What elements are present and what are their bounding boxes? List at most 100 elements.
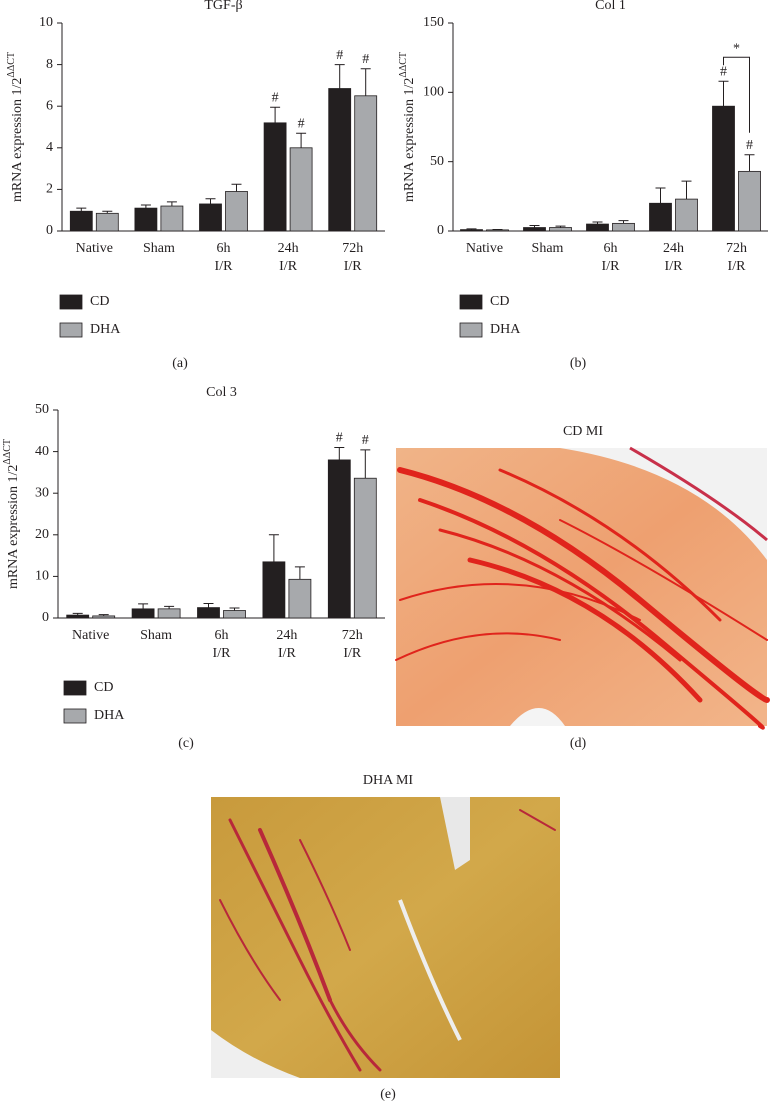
significance-marker: # xyxy=(272,90,279,105)
y-tick-label: 10 xyxy=(39,15,53,30)
error-bar xyxy=(619,221,629,224)
bar xyxy=(354,478,376,618)
bar xyxy=(550,228,572,231)
legend-label: CD xyxy=(90,294,109,309)
error-bar xyxy=(167,202,177,206)
error-bar xyxy=(682,181,692,199)
error-bar xyxy=(335,65,345,89)
x-tick-label: Native xyxy=(76,241,113,256)
error-bar xyxy=(138,604,148,609)
error-bar xyxy=(270,107,280,123)
legend-label: CD xyxy=(490,294,509,309)
y-tick-label: 20 xyxy=(35,527,49,542)
significance-marker: # xyxy=(336,48,343,63)
image-title: CD MI xyxy=(563,424,603,439)
bar xyxy=(226,191,248,231)
error-bar xyxy=(76,208,86,211)
bar xyxy=(132,609,154,618)
error-bar xyxy=(334,447,344,459)
bar xyxy=(70,211,92,231)
y-tick-label: 0 xyxy=(46,223,53,238)
chart-title: TGF-β xyxy=(204,0,242,13)
bar xyxy=(158,609,180,618)
significance-star: * xyxy=(733,41,740,56)
significance-marker: # xyxy=(336,431,343,446)
chart-title: Col 3 xyxy=(206,385,237,400)
chart-title: Col 1 xyxy=(595,0,626,13)
legend-label: DHA xyxy=(94,708,125,723)
y-axis-label: mRNA expression 1/2ΔΔCT xyxy=(6,52,25,202)
x-tick-label: Native xyxy=(72,628,109,643)
bar xyxy=(67,615,89,618)
bar xyxy=(161,206,183,231)
y-axis-label: mRNA expression 1/2ΔΔCT xyxy=(398,52,417,202)
panel-caption: (e) xyxy=(380,1087,396,1102)
legend-swatch xyxy=(64,709,86,723)
bar xyxy=(200,204,222,231)
error-bar xyxy=(360,450,370,478)
bar xyxy=(290,148,312,231)
bar xyxy=(264,123,286,231)
error-bar xyxy=(269,535,279,562)
y-axis-label-main: mRNA expression 1/2 xyxy=(402,78,417,202)
panel-caption: (a) xyxy=(172,356,188,371)
bar xyxy=(263,562,285,618)
y-tick-label: 150 xyxy=(423,15,444,30)
legend-label: CD xyxy=(94,680,113,695)
bar xyxy=(329,89,351,231)
legend-swatch xyxy=(460,295,482,309)
bar xyxy=(524,228,546,231)
error-bar xyxy=(204,603,214,607)
significance-marker: # xyxy=(298,116,305,131)
bar xyxy=(289,579,311,618)
error-bar xyxy=(141,205,151,208)
image-title: DHA MI xyxy=(363,773,414,788)
y-tick-label: 8 xyxy=(46,57,53,72)
significance-marker: # xyxy=(362,52,369,67)
y-axis-label-superscript: ΔΔCT xyxy=(398,52,409,78)
error-bar xyxy=(719,81,729,106)
bar xyxy=(613,223,635,231)
y-tick-label: 0 xyxy=(42,610,49,625)
legend-swatch xyxy=(460,323,482,337)
y-tick-label: 100 xyxy=(423,85,444,100)
error-bar xyxy=(296,133,306,148)
y-axis-label-superscript: ΔΔCT xyxy=(2,439,13,465)
y-tick-label: 40 xyxy=(35,444,49,459)
error-bar xyxy=(656,188,666,203)
y-axis-label: mRNA expression 1/2ΔΔCT xyxy=(2,439,21,589)
histology-image-d xyxy=(396,448,767,728)
y-tick-label: 50 xyxy=(35,402,49,417)
legend-swatch xyxy=(60,295,82,309)
bar xyxy=(355,96,377,231)
y-tick-label: 6 xyxy=(46,98,53,113)
panel-caption: (d) xyxy=(570,736,587,751)
significance-marker: # xyxy=(746,138,753,153)
y-axis-label-main: mRNA expression 1/2 xyxy=(6,465,21,589)
y-axis-label-superscript: ΔΔCT xyxy=(6,52,17,78)
error-bar xyxy=(361,69,371,96)
legend-swatch xyxy=(64,681,86,695)
y-tick-label: 0 xyxy=(437,223,444,238)
x-tick-label: Sham xyxy=(532,241,564,256)
y-tick-label: 30 xyxy=(35,485,49,500)
significance-marker: # xyxy=(720,64,727,79)
significance-marker: # xyxy=(362,433,369,448)
bar xyxy=(198,608,220,618)
histology-image-e xyxy=(211,797,560,1078)
panel-caption: (c) xyxy=(178,736,194,751)
bar xyxy=(650,203,672,231)
y-axis-label-main: mRNA expression 1/2 xyxy=(10,78,25,202)
x-tick-label: Sham xyxy=(143,241,175,256)
legend-swatch xyxy=(60,323,82,337)
bar xyxy=(713,106,735,231)
